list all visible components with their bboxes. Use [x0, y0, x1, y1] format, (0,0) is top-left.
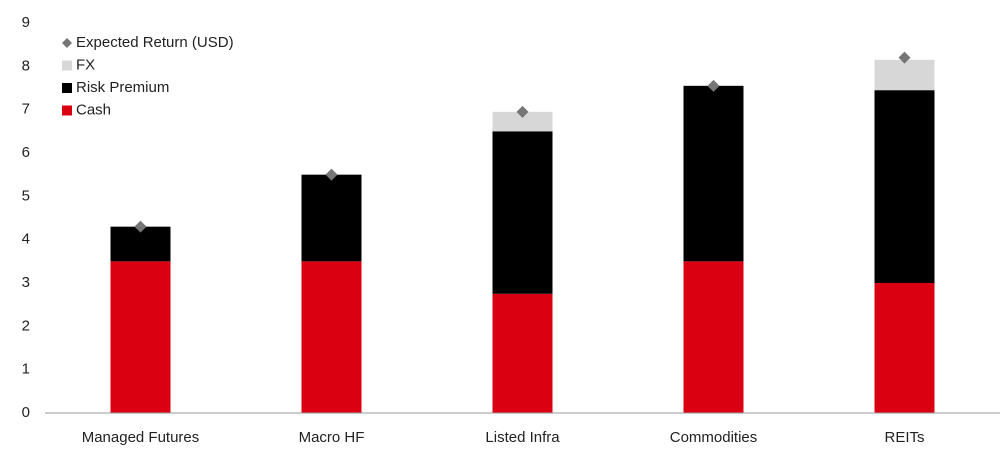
legend-label: Risk Premium [76, 79, 169, 96]
x-tick-label: Managed Futures [82, 429, 200, 446]
y-tick-label: 3 [22, 274, 30, 291]
bar-segment [492, 293, 553, 413]
x-tick-label: Macro HF [299, 429, 365, 446]
y-tick-label: 4 [22, 231, 30, 248]
legend-label: Expected Return (USD) [76, 34, 234, 51]
x-tick-label: Commodities [670, 429, 758, 446]
bar-segment [492, 131, 553, 294]
x-tick-label: REITs [884, 429, 924, 446]
expected-return-marker [516, 105, 529, 118]
bar-segment [874, 90, 935, 284]
legend-swatch [62, 105, 72, 116]
y-tick-label: 9 [22, 14, 30, 31]
legend-label: FX [76, 56, 95, 73]
y-tick-label: 6 [22, 144, 30, 161]
y-tick-label: 7 [22, 101, 30, 118]
bar-segment [301, 261, 362, 413]
expected-return-marker [707, 79, 720, 92]
legend-swatch [62, 38, 72, 48]
expected-return-marker [898, 51, 911, 64]
x-tick-label: Listed Infra [485, 429, 560, 446]
bar-segment [683, 85, 744, 262]
y-tick-label: 0 [22, 404, 30, 421]
bar-segment [874, 283, 935, 413]
bar-segment [683, 261, 744, 413]
bar-segment [874, 59, 935, 91]
legend-swatch [62, 83, 72, 93]
y-tick-label: 1 [22, 361, 30, 378]
y-tick-label: 8 [22, 57, 30, 74]
bar-segment [301, 174, 362, 262]
bar-segment [110, 261, 171, 413]
y-tick-label: 2 [22, 317, 30, 334]
expected-return-marker [134, 220, 147, 233]
expected-return-marker [325, 168, 338, 181]
legend-swatch [62, 60, 72, 71]
y-tick-label: 5 [22, 187, 30, 204]
bar-segment [492, 111, 553, 132]
legend-label: Cash [76, 101, 111, 118]
